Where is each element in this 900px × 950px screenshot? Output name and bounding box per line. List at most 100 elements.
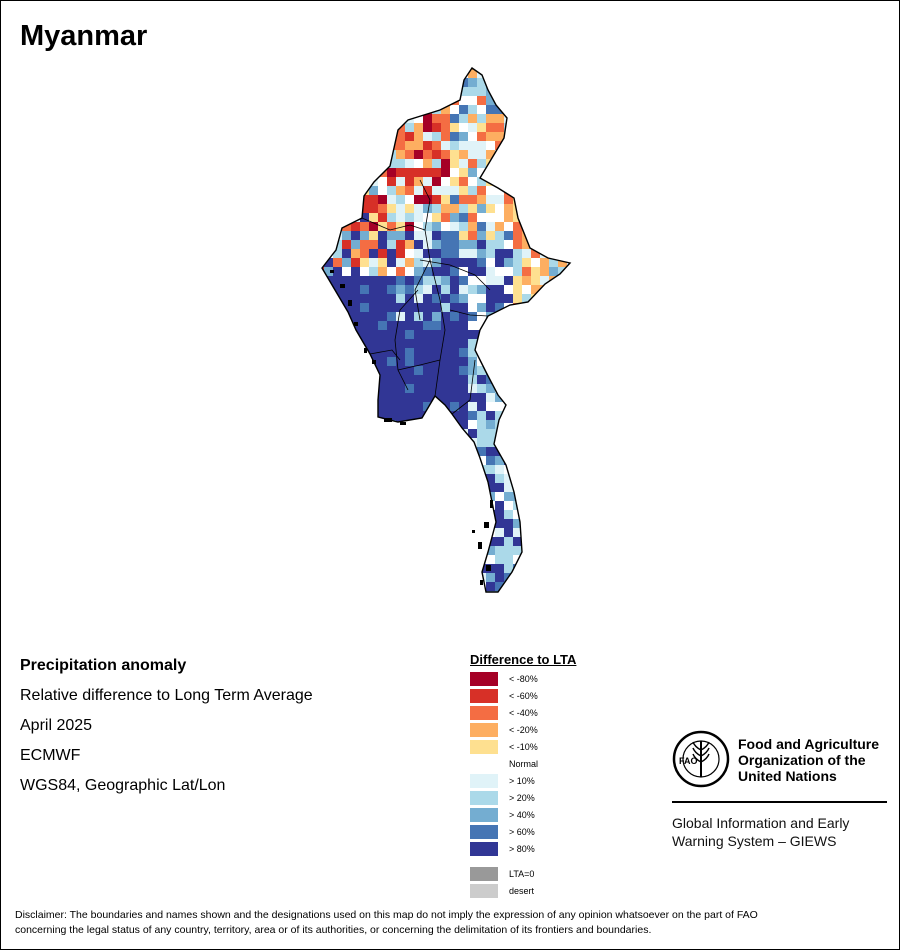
raster-cell — [432, 501, 441, 510]
raster-cell — [459, 141, 468, 150]
raster-cell — [414, 375, 423, 384]
raster-cell — [468, 537, 477, 546]
raster-cell — [441, 68, 450, 69]
raster-cell — [322, 411, 324, 420]
raster-cell — [540, 123, 549, 132]
raster-cell — [468, 132, 477, 141]
raster-cell — [333, 456, 342, 465]
raster-cell — [333, 258, 342, 267]
raster-cell — [324, 375, 333, 384]
raster-cell — [441, 204, 450, 213]
raster-cell — [387, 312, 396, 321]
raster-cell — [477, 105, 486, 114]
raster-cell — [441, 465, 450, 474]
raster-cell — [423, 303, 432, 312]
raster-cell — [558, 159, 567, 168]
raster-cell — [369, 303, 378, 312]
raster-cell — [450, 78, 459, 87]
raster-cell — [576, 375, 585, 384]
raster-cell — [495, 168, 504, 177]
raster-cell — [414, 312, 423, 321]
raster-cell — [522, 69, 531, 78]
raster-cell — [369, 249, 378, 258]
raster-cell — [522, 348, 531, 357]
raster-cell — [522, 357, 531, 366]
raster-cell — [378, 528, 387, 537]
raster-cell — [423, 375, 432, 384]
raster-cell — [468, 186, 477, 195]
raster-cell — [387, 213, 396, 222]
raster-cell — [540, 258, 549, 267]
raster-cell — [387, 87, 396, 96]
raster-cell — [423, 564, 432, 573]
raster-cell — [432, 69, 441, 78]
raster-cell — [387, 132, 396, 141]
raster-cell — [322, 429, 324, 438]
raster-cell — [432, 330, 441, 339]
raster-cell — [450, 249, 459, 258]
raster-cell — [549, 195, 558, 204]
raster-cell — [567, 474, 570, 483]
raster-cell — [387, 195, 396, 204]
raster-cell — [333, 114, 342, 123]
raster-cell — [495, 528, 504, 537]
raster-cell — [387, 186, 396, 195]
raster-cell — [324, 456, 333, 465]
raster-cell — [567, 393, 570, 402]
raster-cell — [540, 141, 549, 150]
raster-cell — [360, 429, 369, 438]
raster-cell — [549, 582, 558, 591]
raster-cell — [342, 420, 351, 429]
raster-cell — [405, 438, 414, 447]
raster-cell — [486, 573, 495, 582]
raster-cell — [405, 411, 414, 420]
raster-cell — [432, 384, 441, 393]
raster-cell — [405, 258, 414, 267]
raster-cell — [360, 564, 369, 573]
raster-cell — [513, 222, 522, 231]
raster-cell — [540, 375, 549, 384]
raster-cell — [396, 159, 405, 168]
raster-cell — [396, 474, 405, 483]
raster-cell — [396, 393, 405, 402]
raster-cell — [486, 429, 495, 438]
raster-cell — [405, 240, 414, 249]
raster-cell — [522, 186, 531, 195]
raster-cell — [540, 132, 549, 141]
data-source: ECMWF — [20, 747, 81, 764]
raster-cell — [324, 474, 333, 483]
raster-cell — [540, 366, 549, 375]
raster-cell — [351, 429, 360, 438]
raster-cell — [441, 591, 450, 592]
raster-cell — [369, 231, 378, 240]
raster-cell — [324, 258, 333, 267]
raster-cell — [450, 321, 459, 330]
raster-cell — [450, 267, 459, 276]
raster-cell — [396, 501, 405, 510]
raster-cell — [423, 492, 432, 501]
raster-cell — [333, 474, 342, 483]
raster-cell — [342, 591, 351, 592]
raster-cell — [342, 438, 351, 447]
raster-cell — [567, 240, 570, 249]
raster-cell — [387, 231, 396, 240]
raster-cell — [378, 123, 387, 132]
raster-cell — [459, 375, 468, 384]
raster-cell — [360, 87, 369, 96]
raster-cell — [324, 366, 333, 375]
raster-cell — [531, 492, 540, 501]
raster-cell — [486, 222, 495, 231]
raster-cell — [531, 483, 540, 492]
raster-cell — [405, 510, 414, 519]
raster-cell — [495, 546, 504, 555]
raster-cell — [414, 591, 423, 592]
raster-cell — [540, 159, 549, 168]
raster-cell — [405, 213, 414, 222]
raster-cell — [459, 402, 468, 411]
raster-cell — [387, 438, 396, 447]
raster-cell — [540, 240, 549, 249]
raster-cell — [522, 294, 531, 303]
raster-cell — [414, 150, 423, 159]
raster-cell — [468, 384, 477, 393]
raster-cell — [324, 510, 333, 519]
